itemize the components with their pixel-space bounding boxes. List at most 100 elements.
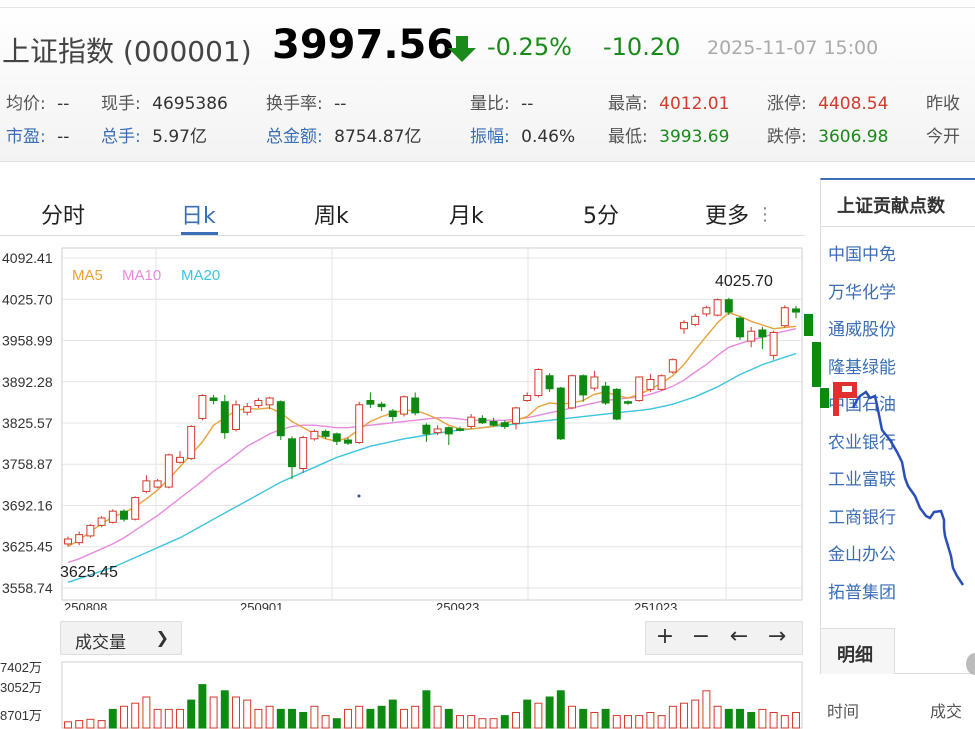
tab-5min[interactable]: 5分 [583,204,619,229]
marker-dot [357,494,361,498]
zoom-in-button[interactable]: + [655,624,675,649]
volume-bar [321,715,330,729]
stock-link[interactable]: 农业银行 [828,433,896,453]
stat-value: 8754.87亿 [334,127,422,147]
candle-body [523,395,532,401]
volume-tick-label: 3052万 [0,680,42,695]
candle-body [64,538,72,545]
candle-body [131,497,140,520]
candle-body [780,307,789,327]
candle-body [668,359,677,373]
volume-bar [534,702,543,729]
candle-body [388,410,397,418]
stock-link[interactable]: 金山办公 [828,545,896,565]
candle-body [209,397,218,401]
arrow-down-icon [448,36,476,62]
stock-link[interactable]: 通威股份 [828,320,896,340]
candle-body [467,416,476,427]
stat-label: 市盈: [6,127,46,147]
volume-bar [232,696,240,729]
chevron-down-icon: ❯ [155,628,169,647]
stat-hand: 现手: 4695386 [101,89,228,114]
candle-body [713,299,722,316]
candle-body [478,417,487,424]
tab-detail[interactable]: 明细 [820,628,895,674]
volume-bar [220,690,229,729]
tab-intraday[interactable]: 分时 [41,204,86,229]
quote-timestamp: 2025-11-07 15:00 [707,37,879,59]
volume-chart[interactable]: 7402万 3052万 8701万 [0,658,810,729]
stock-link[interactable]: 拓普集团 [828,583,896,603]
stat-prevclose: 昨收 [926,89,960,114]
kline-chart[interactable]: 4092.41 4025.70 3958.99 3892.28 3825.57 3758.… [0,240,810,610]
volume-select-label: 成交量 [75,633,126,653]
y-tick-label: 3692.16 [2,497,53,513]
stat-value: -- [57,94,70,114]
candle-body [377,403,386,408]
tab-more[interactable]: 更多 ⋮ [705,198,774,230]
candle-body [355,404,364,444]
stat-low: 最低: 3993.69 [608,122,729,147]
stat-turnover: 换手率: -- [266,89,346,114]
stock-link[interactable]: 工业富联 [828,470,896,490]
tab-monthly[interactable]: 月k [449,204,484,229]
volume-bar [792,712,800,729]
candle-body [366,399,375,405]
stock-link[interactable]: 中国中免 [828,245,896,265]
volume-bar [64,721,72,729]
tab-daily[interactable]: 日k [181,204,216,229]
volume-bar [400,708,408,729]
candle-body [120,510,128,520]
volume-indicator-select[interactable]: 成交量 ❯ [60,621,182,655]
volume-bar [646,712,655,729]
volume-bar [388,699,397,729]
volume-bar [411,705,420,729]
volume-bar [624,715,632,729]
volume-bar [467,715,476,729]
volume-bar [545,696,554,729]
pan-left-button[interactable]: ← [729,624,749,649]
stat-pe: 市盈: -- [6,122,69,147]
index-code: (000001) [122,35,252,68]
stock-link[interactable]: 工商银行 [828,508,896,528]
candle-body [97,517,106,526]
stat-value: 3606.98 [818,127,889,147]
stat-label: 涨停: [767,94,807,114]
stock-link[interactable]: 隆基绿能 [828,358,896,378]
stat-value: 5.97亿 [152,127,207,147]
volume-bar [75,720,84,729]
candle-body [769,331,778,356]
tab-more-label: 更多 [705,204,750,229]
volume-bar [355,705,364,729]
volume-tick-label: 8701万 [0,708,42,723]
pan-right-button[interactable]: → [767,624,787,649]
candle-body [265,397,274,406]
y-tick-label: 3892.28 [2,374,53,390]
candle-body [624,401,632,404]
candle-body [75,534,84,544]
volume-bar [579,708,588,729]
tab-weekly[interactable]: 周k [314,204,349,229]
stat-value: -- [57,127,70,147]
volume-bar [265,705,274,729]
panel-divider [821,226,975,227]
volume-bar [243,699,252,729]
ma10-line [67,328,797,564]
volume-bar [344,708,352,729]
stat-avg: 均价: -- [6,89,69,114]
candle-body [590,376,599,389]
stock-link[interactable]: 万华化学 [828,283,896,303]
candle-body [276,401,285,437]
candle-body [657,375,666,390]
stat-label: 总手: [101,127,141,147]
x-tick-label: 250808 [64,600,107,610]
candle-body [400,396,408,415]
volume-bar [769,712,778,729]
zoom-out-button[interactable]: − [691,624,711,649]
scrollbar-handle[interactable] [966,653,975,675]
volume-bar [758,708,767,729]
top-bar [0,0,975,8]
stat-label: 现手: [101,94,141,114]
candle-body [736,317,744,338]
